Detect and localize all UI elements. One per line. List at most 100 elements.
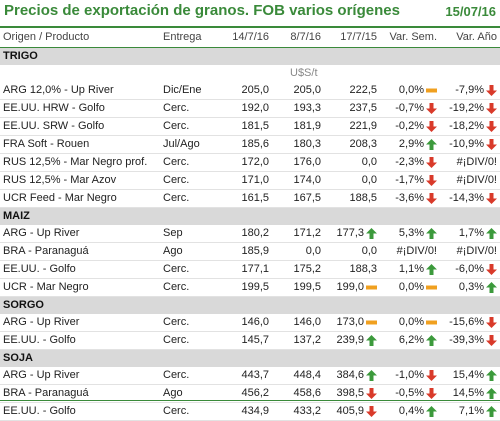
- price-current: 161,5: [241, 192, 269, 204]
- price-year-ago: 221,9: [349, 120, 377, 132]
- product-name: BRA - Paranaguá: [3, 245, 89, 257]
- var-year: -10,9%: [449, 138, 484, 150]
- price-table: Origen / Producto Entrega 14/7/16 8/7/16…: [0, 28, 500, 421]
- var-week: 0,4%: [398, 405, 424, 417]
- var-week: #¡DIV/0!: [396, 245, 437, 257]
- price-year-ago: 398,5: [336, 387, 364, 399]
- var-week: -3,6%: [395, 192, 424, 204]
- col-header-var-year: Var. Año: [440, 28, 500, 48]
- arrow-down-icon: [426, 102, 437, 114]
- units-label: U$S/t: [290, 67, 318, 79]
- price-current: 434,9: [241, 405, 269, 417]
- arrow-down-icon: [486, 84, 497, 96]
- report-title: Precios de exportación de granos. FOB va…: [4, 2, 400, 19]
- price-current: 185,9: [241, 245, 269, 257]
- delivery: Cerc.: [163, 263, 190, 275]
- table-row: EE.UU. SRW - Golfo Cerc. 181,5 181,9 221,9 -0…: [0, 117, 500, 136]
- section-name: SOJA: [3, 352, 33, 364]
- delivery: Dic/Ene: [163, 84, 202, 96]
- table-row: UCR Feed - Mar Negro Cerc. 161,5 167,5 188,5…: [0, 189, 500, 208]
- product-name: EE.UU. SRW - Golfo: [3, 120, 105, 132]
- table-row: FRA Soft - Rouen Jul/Ago 185,6 180,3 208,3 2,…: [0, 135, 500, 154]
- product-name: BRA - Paranaguá: [3, 387, 89, 399]
- var-week: 6,2%: [398, 334, 424, 346]
- price-week-ago: 174,0: [293, 174, 321, 186]
- arrow-down-icon: [486, 263, 497, 275]
- delivery: Ago: [163, 387, 183, 399]
- product-name: EE.UU. - Golfo: [3, 405, 76, 417]
- table-row: ARG - Up River Cerc. 146,0 146,0 173,0 0,0% -1…: [0, 314, 500, 332]
- price-week-ago: 458,6: [293, 387, 321, 399]
- section-name: MAIZ: [3, 210, 30, 222]
- delivery: Cerc.: [163, 369, 190, 381]
- delivery: Sep: [163, 227, 183, 239]
- arrow-down-icon: [426, 387, 437, 399]
- bottom-rule: [0, 400, 500, 401]
- arrow-down-icon: [366, 405, 377, 417]
- price-current: 443,7: [241, 369, 269, 381]
- product-name: ARG 12,0% - Up River: [3, 84, 114, 96]
- section-name: SORGO: [3, 299, 44, 311]
- arrow-up-icon: [366, 334, 377, 346]
- product-name: UCR - Mar Negro: [3, 281, 89, 293]
- price-year-ago: 237,5: [349, 102, 377, 114]
- delivery: Cerc.: [163, 156, 190, 168]
- title-rule: [0, 26, 500, 28]
- price-week-ago: 193,3: [293, 102, 321, 114]
- section-header: SORGO: [0, 296, 500, 314]
- price-week-ago: 175,2: [293, 263, 321, 275]
- delivery: Cerc.: [163, 192, 190, 204]
- price-week-ago: 176,0: [293, 156, 321, 168]
- arrow-down-icon: [486, 192, 497, 204]
- price-current: 146,0: [241, 316, 269, 328]
- table-row: EE.UU. HRW - Golfo Cerc. 192,0 193,3 237,5 -0…: [0, 99, 500, 118]
- arrow-up-icon: [366, 369, 377, 381]
- var-week: -1,7%: [395, 174, 424, 186]
- price-current: 177,1: [241, 263, 269, 275]
- col-header-delivery: Entrega: [160, 28, 220, 48]
- delivery: Cerc.: [163, 120, 190, 132]
- product-name: ARG - Up River: [3, 227, 80, 239]
- arrow-down-icon: [486, 102, 497, 114]
- table-row: BRA - Paranaguá Ago 185,9 0,0 0,0 #¡DIV/0! #¡D…: [0, 242, 500, 261]
- var-year: #¡DIV/0!: [456, 156, 497, 168]
- price-current: 192,0: [241, 102, 269, 114]
- arrow-up-icon: [366, 227, 377, 239]
- price-week-ago: 199,5: [293, 281, 321, 293]
- var-year: -6,0%: [455, 263, 484, 275]
- price-current: 199,5: [241, 281, 269, 293]
- arrow-down-icon: [486, 120, 497, 132]
- arrow-down-icon: [426, 174, 437, 186]
- price-year-ago: 239,9: [336, 334, 364, 346]
- delivery: Cerc.: [163, 102, 190, 114]
- var-week: 0,0%: [398, 316, 424, 328]
- product-name: UCR Feed - Mar Negro: [3, 192, 117, 204]
- section-header: TRIGO: [0, 47, 500, 65]
- var-year: -15,6%: [449, 316, 484, 328]
- var-year: -19,2%: [449, 102, 484, 114]
- product-name: ARG - Up River: [3, 316, 80, 328]
- price-week-ago: 171,2: [293, 227, 321, 239]
- arrow-down-icon: [426, 369, 437, 381]
- var-week: 5,3%: [398, 227, 424, 239]
- price-year-ago: 173,0: [336, 316, 364, 328]
- delivery: Ago: [163, 245, 183, 257]
- price-year-ago: 177,3: [336, 227, 364, 239]
- flat-dash-icon: [366, 282, 377, 293]
- var-year: #¡DIV/0!: [456, 245, 497, 257]
- price-week-ago: 181,9: [293, 120, 321, 132]
- price-current: 205,0: [241, 84, 269, 96]
- table-row: RUS 12,5% - Mar Azov Cerc. 171,0 174,0 0,0 -1…: [0, 171, 500, 190]
- var-year: -14,3%: [449, 192, 484, 204]
- var-year: -7,9%: [455, 84, 484, 96]
- table-row: UCR - Mar Negro Cerc. 199,5 199,5 199,0 0,0% 0…: [0, 278, 500, 297]
- arrow-up-icon: [426, 334, 437, 346]
- price-year-ago: 0,0: [361, 245, 377, 257]
- var-year: 14,5%: [452, 387, 484, 399]
- price-year-ago: 0,0: [361, 174, 377, 186]
- price-current: 172,0: [241, 156, 269, 168]
- price-week-ago: 0,0: [305, 245, 321, 257]
- table-row: EE.UU. - Golfo Cerc. 177,1 175,2 188,3 1,1% -6…: [0, 260, 500, 279]
- arrow-up-icon: [486, 281, 497, 293]
- price-week-ago: 180,3: [293, 138, 321, 150]
